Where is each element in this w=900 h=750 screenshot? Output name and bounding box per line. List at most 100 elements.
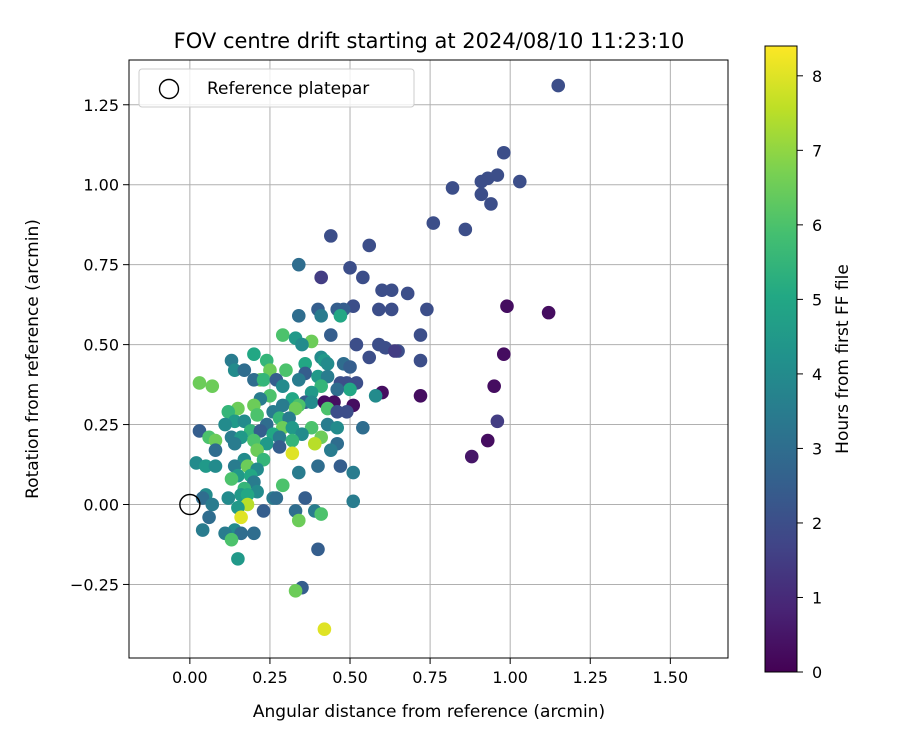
data-point-57 (237, 363, 252, 377)
data-point-58 (279, 363, 293, 377)
data-point-175 (195, 523, 210, 537)
data-point-38 (349, 337, 364, 352)
data-point-55 (263, 363, 277, 377)
data-point-33 (413, 328, 428, 342)
data-point-28 (541, 305, 556, 320)
colorbar-tick-label-4: 4 (812, 365, 822, 384)
data-point-17 (375, 283, 389, 298)
data-point-44 (247, 347, 261, 362)
data-point-75 (343, 382, 357, 397)
data-point-141 (208, 459, 223, 473)
data-point-178 (234, 526, 248, 541)
data-point-185 (317, 622, 332, 637)
data-point-174 (291, 513, 306, 528)
data-point-160 (221, 491, 236, 505)
data-point-163 (298, 491, 312, 505)
data-point-51 (320, 356, 335, 371)
x-tick-label-6: 1.50 (653, 668, 689, 687)
data-point-52 (298, 356, 312, 371)
y-tick-label-1: 0.00 (83, 496, 119, 515)
data-point-132 (250, 443, 264, 457)
data-point-99 (250, 408, 264, 422)
data-point-117 (295, 427, 309, 441)
data-point-103 (490, 414, 505, 429)
data-point-48 (413, 353, 428, 368)
colorbar-tick-label-8: 8 (812, 67, 822, 86)
data-point-136 (464, 449, 479, 464)
data-point-111 (330, 420, 345, 435)
data-point-27 (420, 302, 434, 317)
data-point-12 (362, 238, 377, 253)
data-point-164 (346, 494, 361, 509)
legend: Reference platepar (138, 68, 415, 108)
x-tick-label-0: 0.00 (172, 668, 208, 687)
data-point-15 (314, 270, 328, 285)
data-point-123 (208, 433, 223, 448)
x-axis-label: Angular distance from reference (arcmin) (253, 702, 605, 722)
data-point-180 (224, 532, 239, 547)
reference-marker-layer (179, 493, 201, 516)
data-point-32 (324, 328, 338, 342)
data-point-138 (256, 452, 271, 467)
data-point-182 (231, 552, 245, 566)
reference-platepar-marker (179, 493, 201, 516)
data-point-172 (234, 510, 248, 525)
y-axis-ticks: −0.25 0.00 0.25 0.50 0.75 1.00 1.25 (70, 96, 129, 594)
data-point-113 (192, 424, 207, 438)
data-point-13 (291, 257, 306, 272)
data-point-4 (474, 174, 489, 189)
data-points (189, 78, 566, 637)
data-point-21 (500, 299, 514, 314)
data-point-135 (285, 446, 300, 461)
data-point-54 (343, 360, 357, 374)
data-point-127 (227, 436, 242, 451)
data-point-6 (445, 181, 460, 195)
data-point-179 (247, 526, 261, 541)
colorbar-tick-label-0: 0 (812, 663, 822, 682)
data-point-9 (426, 216, 441, 230)
data-point-96 (340, 404, 354, 419)
y-tick-label-2: 0.25 (83, 416, 119, 435)
data-point-74 (314, 379, 328, 393)
data-point-61 (320, 369, 335, 384)
data-point-85 (304, 395, 319, 409)
colorbar-tick-label-3: 3 (812, 439, 822, 458)
data-point-30 (314, 309, 328, 323)
data-point-184 (288, 584, 303, 598)
data-point-162 (269, 491, 284, 505)
data-point-71 (205, 379, 220, 393)
data-point-104 (237, 414, 252, 429)
data-point-73 (275, 379, 290, 393)
legend-box (138, 68, 415, 108)
data-point-129 (307, 436, 322, 451)
chart-title: FOV centre drift starting at 2024/08/10 … (174, 29, 685, 53)
data-point-112 (356, 420, 370, 435)
colorbar-tick-label-2: 2 (812, 514, 822, 533)
data-point-1 (496, 145, 511, 160)
data-point-67 (192, 376, 207, 390)
data-point-153 (275, 478, 290, 493)
data-point-126 (480, 433, 495, 448)
data-point-25 (372, 302, 386, 317)
x-tick-label-2: 0.50 (332, 668, 368, 687)
y-axis-label: Rotation from reference (arcmin) (23, 219, 43, 499)
data-point-76 (330, 382, 345, 397)
data-point-93 (288, 401, 303, 416)
y-tick-label-4: 0.75 (83, 256, 119, 275)
data-point-168 (256, 504, 271, 518)
data-point-79 (413, 388, 428, 403)
data-point-89 (275, 398, 290, 413)
data-point-64 (256, 372, 271, 387)
y-tick-label-0: −0.25 (70, 575, 119, 594)
data-point-173 (202, 510, 216, 525)
data-point-158 (240, 488, 255, 502)
data-point-11 (324, 229, 338, 243)
x-tick-label-1: 0.25 (252, 668, 288, 687)
data-point-80 (368, 388, 383, 403)
data-point-29 (291, 309, 306, 323)
data-point-140 (199, 459, 213, 473)
data-point-5 (512, 174, 527, 189)
data-point-128 (259, 436, 274, 451)
data-point-97 (221, 404, 236, 419)
